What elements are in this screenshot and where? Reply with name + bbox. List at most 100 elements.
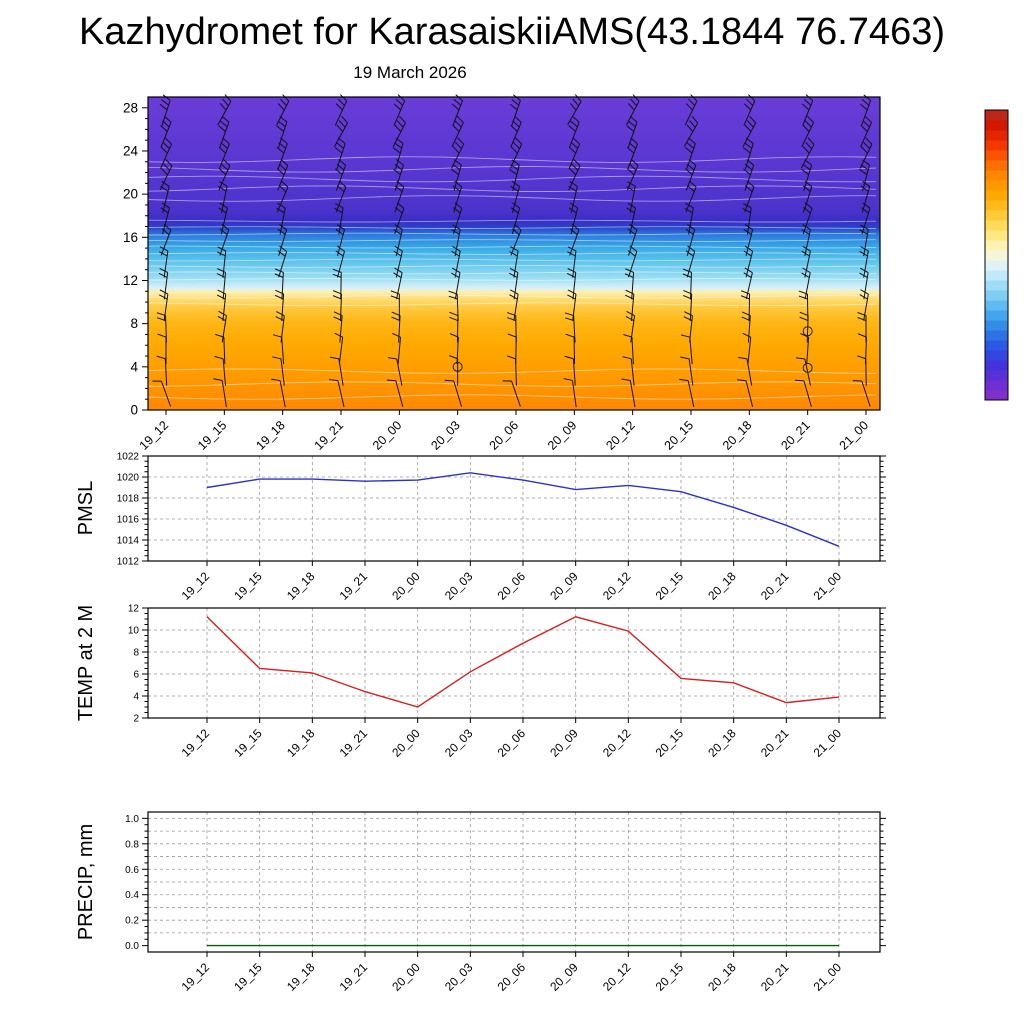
temp2m-series-line	[206, 616, 840, 708]
x-tick-label: 19_18	[284, 569, 318, 603]
x-tick-label: 20_06	[495, 569, 529, 603]
pmsl-series-line	[206, 472, 840, 547]
wind-barbs	[152, 94, 873, 408]
y-tick-label: 0.8	[125, 839, 139, 850]
y-tick-label: 1022	[117, 452, 140, 463]
wind-barb	[861, 380, 871, 407]
wind-barb	[337, 380, 345, 408]
y-tick-label: 24	[123, 143, 139, 158]
x-tick-label: 19_12	[137, 418, 172, 453]
x-axis: 19_12 19_15 19_18 19_21 20_00 20_03 20_06 20_09…	[179, 718, 845, 760]
x-tick-label: 20_00	[389, 960, 423, 994]
wind-barb	[338, 358, 344, 386]
y-tick-label: 4	[133, 692, 139, 703]
calm-markers	[452, 326, 813, 373]
panel-border	[147, 455, 881, 562]
upper-air-panel: 0 4 8 12 16 20 24 28 19_12 19_15 19_18 19_21 20_00 20…	[123, 94, 881, 453]
y-tick-label: 1018	[117, 494, 140, 505]
y-tick-label: 1012	[117, 557, 140, 568]
x-tick-label: 20_15	[653, 569, 687, 603]
x-tick-label: 19_15	[231, 726, 265, 760]
wind-barb	[338, 337, 344, 365]
x-axis: 19_12 19_15 19_18 19_21 20_00 20_03 20_06 20_09…	[179, 952, 845, 994]
y-tick-label: 4	[130, 359, 138, 374]
y-tick-label: 1014	[117, 536, 140, 547]
y-tick-label: 0.4	[125, 890, 139, 901]
wind-barb	[397, 337, 402, 365]
y-tick-label: 0.6	[125, 865, 139, 876]
x-tick-label: 19_12	[179, 569, 213, 603]
wind-barb	[223, 337, 226, 365]
y-tick-label: 16	[123, 230, 138, 245]
wind-barb	[222, 358, 227, 386]
x-tick-label: 20_03	[442, 726, 476, 760]
x-tick-label: 19_18	[284, 726, 318, 760]
y-tick-label: 8	[133, 648, 139, 659]
wind-barb	[279, 380, 286, 408]
x-tick-label: 21_00	[811, 569, 845, 603]
x-tick-label: 21_00	[811, 960, 845, 994]
x-tick-label: 21_00	[837, 418, 872, 453]
wind-barb	[571, 380, 577, 408]
wind-barb	[395, 380, 404, 407]
x-tick-label: 20_09	[547, 569, 581, 603]
y-tick-label: 6	[133, 670, 139, 681]
x-tick-label: 20_03	[442, 569, 476, 603]
wind-barb	[747, 337, 752, 365]
x-tick-label: 20_00	[370, 418, 405, 453]
colorbar	[984, 109, 1009, 401]
wind-barb	[281, 337, 285, 365]
y-tick-label: 12	[128, 604, 140, 615]
wind-barb	[572, 358, 576, 386]
wind-barb	[689, 337, 693, 365]
y-tick-label: 2	[133, 714, 139, 725]
x-tick-label: 19_21	[337, 569, 371, 603]
x-tick-label: 20_09	[547, 726, 581, 760]
wind-barb	[803, 380, 812, 407]
x-tick-label: 19_18	[253, 418, 288, 453]
y-tick-label: 8	[130, 316, 138, 331]
x-tick-label: 20_18	[705, 960, 739, 994]
x-tick-label: 19_12	[179, 726, 213, 760]
x-tick-label: 20_00	[389, 726, 423, 760]
y-tick-label: 1.0	[125, 814, 139, 825]
x-tick-label: 19_15	[231, 569, 265, 603]
x-tick-label: 19_21	[337, 960, 371, 994]
wind-barb	[453, 380, 463, 407]
wind-barb	[511, 380, 521, 407]
x-tick-label: 20_09	[545, 418, 580, 453]
wind-barb	[164, 358, 168, 386]
wind-barb	[515, 358, 517, 386]
temp2m-panel: 2 4 6 8 10 12 19_12 19_15 19_18 19_21 20_00 20_03 20…	[128, 604, 886, 760]
panel-border	[147, 607, 881, 719]
x-tick-label: 19_15	[231, 960, 265, 994]
x-tick-label: 20_06	[487, 418, 522, 453]
x-tick-label: 20_18	[705, 726, 739, 760]
x-tick-label: 20_18	[705, 569, 739, 603]
x-tick-label: 19_21	[312, 418, 347, 453]
y-tick-label: 10	[128, 626, 140, 637]
wind-barb	[396, 358, 403, 386]
panel-border	[147, 96, 881, 411]
x-tick-label: 20_21	[758, 726, 792, 760]
x-tick-label: 20_18	[720, 418, 755, 453]
x-tick-label: 20_00	[389, 569, 423, 603]
x-tick-label: 20_21	[778, 418, 813, 453]
y-tick-label: 20	[123, 187, 138, 202]
x-tick-label: 20_09	[547, 960, 581, 994]
x-tick-label: 20_03	[428, 418, 463, 453]
y-tick-label: 12	[123, 273, 138, 288]
x-tick-label: 21_00	[811, 726, 845, 760]
precip-panel: 0.0 0.2 0.4 0.6 0.8 1.0 19_12 19_15 19_18 19_21 20…	[125, 811, 886, 994]
wind-barb	[630, 358, 635, 386]
wind-barb	[160, 380, 172, 407]
contour-lines	[147, 156, 877, 400]
wind-barb	[745, 380, 754, 408]
x-tick-label: 19_18	[284, 960, 318, 994]
x-tick-label: 19_12	[179, 960, 213, 994]
x-tick-label: 20_06	[495, 726, 529, 760]
x-tick-label: 19_15	[195, 418, 230, 453]
wind-barb	[806, 337, 810, 365]
